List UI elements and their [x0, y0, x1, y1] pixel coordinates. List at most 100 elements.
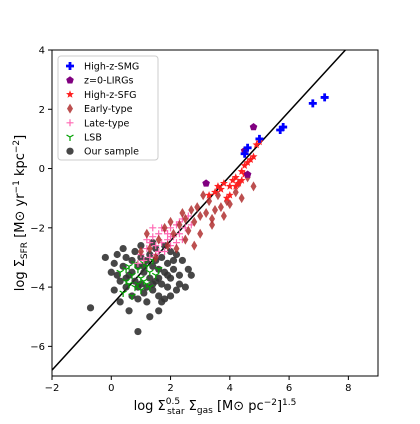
data-point [225, 182, 234, 190]
data-point [191, 216, 198, 227]
data-point [149, 233, 157, 241]
data-point [194, 202, 201, 213]
legend-marker [66, 119, 74, 127]
data-point [149, 262, 157, 270]
series-high-z-sfg [205, 137, 264, 202]
data-point [134, 327, 142, 336]
data-point [182, 213, 189, 224]
data-point [163, 283, 172, 291]
data-point [169, 265, 178, 273]
y-tick-label: 0 [39, 164, 45, 175]
data-point [231, 182, 240, 190]
data-point [143, 263, 151, 271]
legend-item: High-z-SMG [66, 62, 139, 73]
data-point [205, 191, 214, 199]
x-tick-label: 2 [167, 383, 173, 394]
data-point [151, 272, 160, 280]
data-point [173, 243, 180, 254]
data-point [122, 253, 130, 262]
data-point [110, 286, 118, 294]
data-point [146, 253, 154, 261]
data-point [137, 287, 145, 295]
data-point [163, 271, 172, 279]
data-point [128, 272, 136, 280]
legend-item: Our sample [66, 147, 139, 158]
data-point [155, 307, 163, 315]
data-point [237, 176, 246, 184]
legend-label: Early-type [84, 104, 133, 115]
data-point [209, 213, 216, 224]
data-point [246, 155, 255, 164]
data-point [175, 280, 184, 288]
data-point [143, 298, 151, 306]
data-point [234, 179, 243, 187]
data-point [211, 188, 219, 196]
legend-item: High-z-SFG [66, 90, 137, 101]
data-point [216, 185, 225, 193]
data-point [228, 176, 237, 184]
data-point [176, 219, 183, 230]
legend-marker [66, 134, 74, 141]
legend-label: Late-type [84, 118, 129, 129]
data-point [134, 259, 142, 267]
data-point [131, 247, 139, 256]
data-point [238, 193, 245, 204]
y-tick-label: −4 [30, 283, 45, 294]
data-point [116, 298, 124, 306]
data-point [161, 248, 169, 256]
data-point [163, 259, 172, 267]
data-point [134, 281, 142, 289]
legend-marker [67, 103, 73, 114]
data-point [155, 248, 163, 256]
y-axis-title: log ΣSFR [M⊙ yr−1 kpc−2] [12, 135, 30, 292]
data-point [250, 181, 257, 192]
data-point [158, 298, 166, 306]
data-point [240, 149, 249, 158]
legend-marker [66, 62, 74, 70]
data-point [119, 290, 127, 298]
legend-item: Late-type [66, 118, 129, 129]
data-point [200, 190, 207, 201]
data-point [113, 271, 121, 279]
data-point [240, 161, 249, 169]
data-point [122, 283, 130, 291]
data-point [170, 228, 177, 239]
legend-marker [66, 147, 74, 155]
data-point [220, 210, 227, 221]
series-z-0-lirgs [202, 123, 258, 187]
data-point [252, 140, 261, 149]
data-point [182, 234, 189, 245]
y-tick-label: −2 [30, 223, 45, 234]
data-point [166, 292, 175, 300]
data-point [169, 256, 178, 265]
data-point [225, 191, 234, 199]
data-point [116, 277, 124, 285]
legend-item: LSB [66, 133, 102, 144]
data-point [134, 295, 142, 303]
data-point [175, 271, 184, 279]
data-point [279, 123, 288, 132]
data-point [197, 228, 204, 239]
legend-label: z=0-LIRGs [84, 76, 133, 87]
data-point [243, 158, 252, 167]
data-point [149, 286, 157, 294]
data-point [202, 179, 210, 187]
data-point [222, 193, 231, 202]
data-point [110, 259, 118, 267]
legend-item: Early-type [67, 103, 133, 115]
data-point [146, 274, 154, 282]
data-point [249, 152, 258, 161]
data-point [206, 196, 213, 207]
legend-box [57, 55, 159, 161]
data-point [181, 283, 189, 291]
fit-line [52, 50, 346, 371]
data-point [146, 313, 154, 321]
y-tick-label: 4 [39, 46, 45, 57]
series-early-type [137, 172, 257, 263]
data-point [161, 222, 168, 233]
data-point [184, 265, 192, 273]
data-point [197, 210, 204, 221]
data-point [125, 281, 133, 289]
data-point [213, 182, 222, 190]
data-point [155, 274, 163, 282]
